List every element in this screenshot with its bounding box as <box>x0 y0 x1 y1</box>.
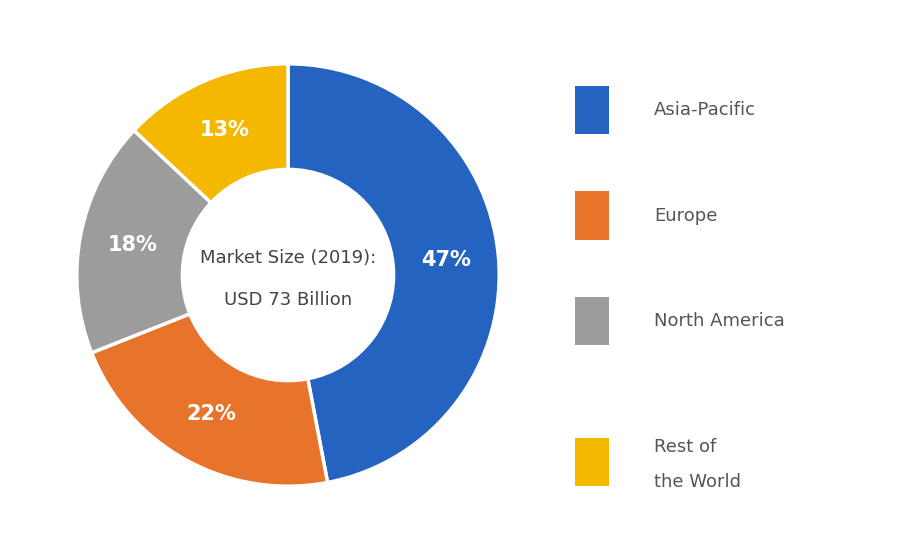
Text: 13%: 13% <box>200 120 250 140</box>
Text: Market Size (2019):: Market Size (2019): <box>200 249 376 267</box>
Text: USD 73 Billion: USD 73 Billion <box>224 292 352 309</box>
Wedge shape <box>134 64 288 203</box>
FancyBboxPatch shape <box>575 86 609 134</box>
Text: 18%: 18% <box>107 235 158 255</box>
Text: 22%: 22% <box>187 404 237 424</box>
Text: Asia-Pacific: Asia-Pacific <box>653 101 756 119</box>
Text: the World: the World <box>653 473 741 491</box>
Text: Europe: Europe <box>653 207 717 224</box>
Text: North America: North America <box>653 312 785 330</box>
Text: 47%: 47% <box>421 250 471 270</box>
Wedge shape <box>92 314 328 486</box>
FancyBboxPatch shape <box>575 191 609 240</box>
Text: Rest of: Rest of <box>653 438 716 455</box>
Wedge shape <box>288 64 500 482</box>
FancyBboxPatch shape <box>575 297 609 345</box>
FancyBboxPatch shape <box>575 438 609 486</box>
Wedge shape <box>76 130 211 353</box>
